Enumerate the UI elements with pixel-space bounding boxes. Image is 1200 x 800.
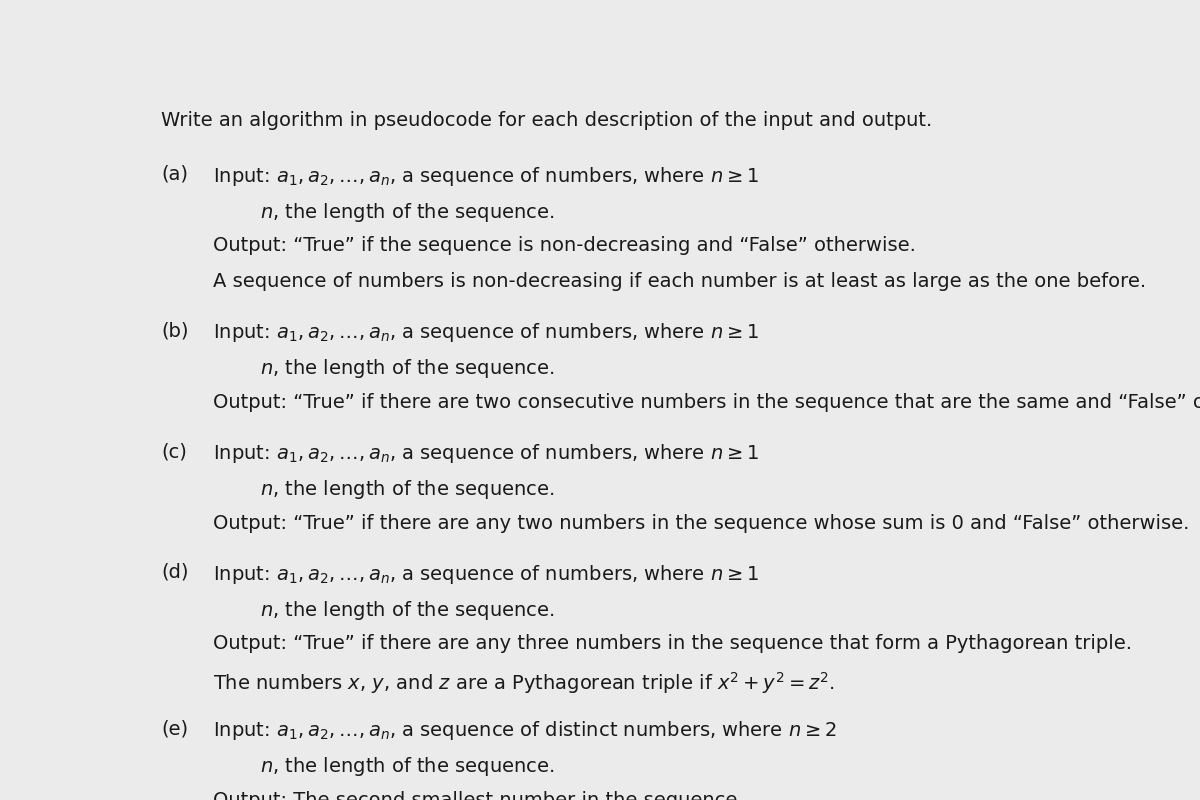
Text: Input: $a_1, a_2, \ldots, a_n$, a sequence of numbers, where $n \geq 1$: Input: $a_1, a_2, \ldots, a_n$, a sequen… bbox=[214, 165, 760, 188]
Text: Output: “True” if there are any three numbers in the sequence that form a Pythag: Output: “True” if there are any three nu… bbox=[214, 634, 1133, 654]
Text: Input: $a_1, a_2, \ldots, a_n$, a sequence of numbers, where $n \geq 1$: Input: $a_1, a_2, \ldots, a_n$, a sequen… bbox=[214, 442, 760, 465]
Text: (c): (c) bbox=[161, 442, 187, 461]
Text: Input: $a_1, a_2, \ldots, a_n$, a sequence of numbers, where $n \geq 1$: Input: $a_1, a_2, \ldots, a_n$, a sequen… bbox=[214, 322, 760, 345]
Text: Input: $a_1, a_2, \ldots, a_n$, a sequence of distinct numbers, where $n \geq 2$: Input: $a_1, a_2, \ldots, a_n$, a sequen… bbox=[214, 719, 838, 742]
Text: $n$, the length of the sequence.: $n$, the length of the sequence. bbox=[259, 201, 554, 224]
Text: Write an algorithm in pseudocode for each description of the input and output.: Write an algorithm in pseudocode for eac… bbox=[161, 111, 932, 130]
Text: Output: “True” if there are any two numbers in the sequence whose sum is 0 and “: Output: “True” if there are any two numb… bbox=[214, 514, 1189, 533]
Text: (a): (a) bbox=[161, 165, 188, 184]
Text: A sequence of numbers is non-decreasing if each number is at least as large as t: A sequence of numbers is non-decreasing … bbox=[214, 272, 1146, 291]
Text: $n$, the length of the sequence.: $n$, the length of the sequence. bbox=[259, 755, 554, 778]
Text: $n$, the length of the sequence.: $n$, the length of the sequence. bbox=[259, 357, 554, 380]
Text: $n$, the length of the sequence.: $n$, the length of the sequence. bbox=[259, 598, 554, 622]
Text: Output: “True” if there are two consecutive numbers in the sequence that are the: Output: “True” if there are two consecut… bbox=[214, 393, 1200, 412]
Text: Output: The second smallest number in the sequence.: Output: The second smallest number in th… bbox=[214, 791, 744, 800]
Text: Output: “True” if the sequence is non-decreasing and “False” otherwise.: Output: “True” if the sequence is non-de… bbox=[214, 237, 916, 255]
Text: Input: $a_1, a_2, \ldots, a_n$, a sequence of numbers, where $n \geq 1$: Input: $a_1, a_2, \ldots, a_n$, a sequen… bbox=[214, 563, 760, 586]
Text: (e): (e) bbox=[161, 719, 188, 738]
Text: (d): (d) bbox=[161, 563, 188, 582]
Text: $n$, the length of the sequence.: $n$, the length of the sequence. bbox=[259, 478, 554, 501]
Text: The numbers $x$, $y$, and $z$ are a Pythagorean triple if $x^2 + y^2 = z^2$.: The numbers $x$, $y$, and $z$ are a Pyth… bbox=[214, 670, 835, 696]
Text: (b): (b) bbox=[161, 322, 188, 341]
